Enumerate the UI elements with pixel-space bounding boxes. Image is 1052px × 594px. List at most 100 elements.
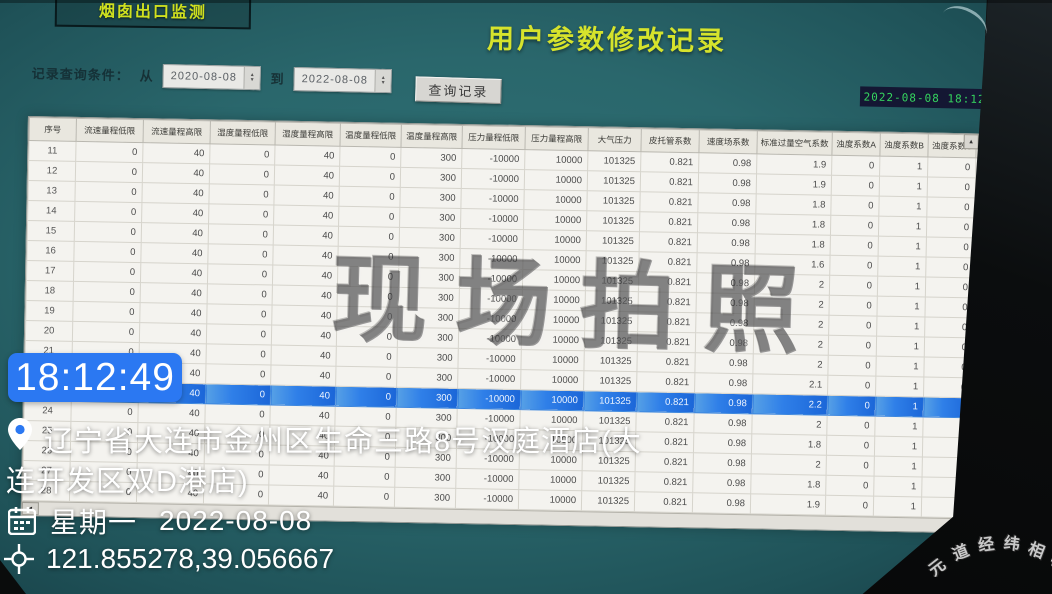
table-cell: 101325 xyxy=(581,490,635,512)
date-from-spinner[interactable]: ▲ ▼ xyxy=(243,66,260,89)
table-cell: 40 xyxy=(141,222,209,244)
date-to-input[interactable]: 2022-08-08 ▲ ▼ xyxy=(293,66,392,93)
date-to-spinner[interactable]: ▲ ▼ xyxy=(374,69,391,92)
table-cell: 16 xyxy=(26,240,75,262)
column-header: 皮托管系数 xyxy=(640,128,700,153)
table-cell: 0 xyxy=(337,266,399,288)
table-cell: 40 xyxy=(140,242,209,264)
table-cell: 0.98 xyxy=(696,272,755,294)
table-cell: 0.98 xyxy=(696,252,756,274)
table-cell: 0 xyxy=(827,375,876,397)
table-cell: 0.98 xyxy=(698,152,757,174)
table-cell: 40 xyxy=(273,185,340,207)
table-cell: 40 xyxy=(271,305,338,327)
table-cell: 1 xyxy=(874,456,923,477)
table-cell: 0 xyxy=(925,256,975,278)
table-cell: 0 xyxy=(926,216,975,238)
spinner-down-icon[interactable]: ▼ xyxy=(380,79,386,86)
table-cell: 0.821 xyxy=(639,191,699,213)
table-cell: 1 xyxy=(878,216,927,237)
table-cell: 40 xyxy=(274,165,340,187)
table-cell: 101325 xyxy=(586,190,641,212)
table-cell: 10000 xyxy=(522,289,586,311)
table-cell: 0.821 xyxy=(640,171,699,193)
table-cell: 101325 xyxy=(581,470,636,492)
table-cell: -10000 xyxy=(460,188,525,210)
table-cell: 0 xyxy=(927,156,976,178)
table-cell: 101325 xyxy=(583,370,637,392)
table-cell: 0 xyxy=(827,395,876,417)
table-cell: 40 xyxy=(274,145,340,167)
table-cell: 1 xyxy=(878,236,927,257)
table-cell: 300 xyxy=(396,367,458,389)
table-cell: 0 xyxy=(209,143,276,166)
table-cell: 0.98 xyxy=(694,352,754,374)
table-cell: 0 xyxy=(339,146,401,168)
table-cell: 0 xyxy=(333,466,396,488)
table-cell: 0.821 xyxy=(635,411,695,433)
gps-crosshair-icon xyxy=(4,544,34,574)
column-header: 流速量程高限 xyxy=(143,119,211,144)
column-header: 温度量程高限 xyxy=(400,124,463,149)
vertical-scroll-up-arrow[interactable]: ▲ xyxy=(963,134,979,150)
table-cell: 0 xyxy=(205,343,272,365)
table-cell: 0 xyxy=(74,221,142,243)
table-cell: 300 xyxy=(400,147,462,169)
table-cell: 40 xyxy=(268,464,335,487)
table-cell: 0.821 xyxy=(635,431,694,453)
table-cell: 0 xyxy=(333,486,395,508)
column-header: 温度量程低限 xyxy=(339,123,402,148)
spinner-down-icon[interactable]: ▼ xyxy=(249,76,255,83)
table-cell: 101325 xyxy=(585,270,639,292)
date-from-input[interactable]: 2020-08-08 ▲ ▼ xyxy=(162,63,261,90)
table-cell: 1 xyxy=(876,296,926,317)
chimney-outlet-monitor-button[interactable]: 烟囱出口监测 xyxy=(54,0,252,30)
table-cell: 40 xyxy=(273,225,339,247)
weekday-text: 星期一 xyxy=(50,507,138,538)
table-cell: 0 xyxy=(339,166,401,188)
table-cell: 19 xyxy=(25,300,74,322)
query-records-button[interactable]: 查询记录 xyxy=(415,76,502,104)
table-cell: 40 xyxy=(142,142,211,164)
table-cell: 10000 xyxy=(521,329,585,351)
table-cell: 10000 xyxy=(522,269,586,291)
table-cell: 10000 xyxy=(523,209,587,231)
table-cell: 0 xyxy=(207,243,274,266)
table-cell: 0.98 xyxy=(693,432,752,454)
column-header: 速度场系数 xyxy=(698,129,758,154)
table-cell: 1 xyxy=(877,256,927,277)
table-cell: 0.821 xyxy=(638,291,697,313)
nav-button-label: 烟囱出口监测 xyxy=(98,3,208,22)
table-cell: 0 xyxy=(73,241,142,263)
table-cell: -10000 xyxy=(457,368,521,390)
table-cell: 1 xyxy=(876,336,925,357)
watermark-char: 机 xyxy=(1047,551,1052,575)
table-cell: 20 xyxy=(25,320,73,342)
table-cell: -10000 xyxy=(460,228,524,250)
table-cell: 1.8 xyxy=(750,473,827,496)
table-cell: 15 xyxy=(27,220,75,242)
table-cell: 0.821 xyxy=(634,471,694,493)
table-cell: 101325 xyxy=(585,250,640,272)
table-cell: 0 xyxy=(338,186,401,208)
table-cell: 40 xyxy=(270,384,336,407)
table-cell: 1.9 xyxy=(756,173,832,196)
table-cell: 0 xyxy=(73,281,141,303)
table-cell: 0 xyxy=(927,176,976,198)
table-cell: 1 xyxy=(875,396,924,417)
column-header: 湿度量程低限 xyxy=(210,120,276,146)
table-cell: 0.98 xyxy=(693,412,753,434)
table-cell: 0.98 xyxy=(698,172,757,194)
table-cell: 0.98 xyxy=(693,452,752,474)
table-cell: 0.98 xyxy=(694,392,753,414)
table-cell: 40 xyxy=(272,285,338,307)
table-cell: 0 xyxy=(829,255,879,277)
table-cell: 0 xyxy=(829,275,878,297)
table-cell: 40 xyxy=(270,344,337,367)
table-cell: 40 xyxy=(139,302,208,324)
table-cell: 0 xyxy=(830,195,880,217)
table-cell: -10000 xyxy=(460,208,524,230)
table-cell: 101325 xyxy=(586,230,640,252)
